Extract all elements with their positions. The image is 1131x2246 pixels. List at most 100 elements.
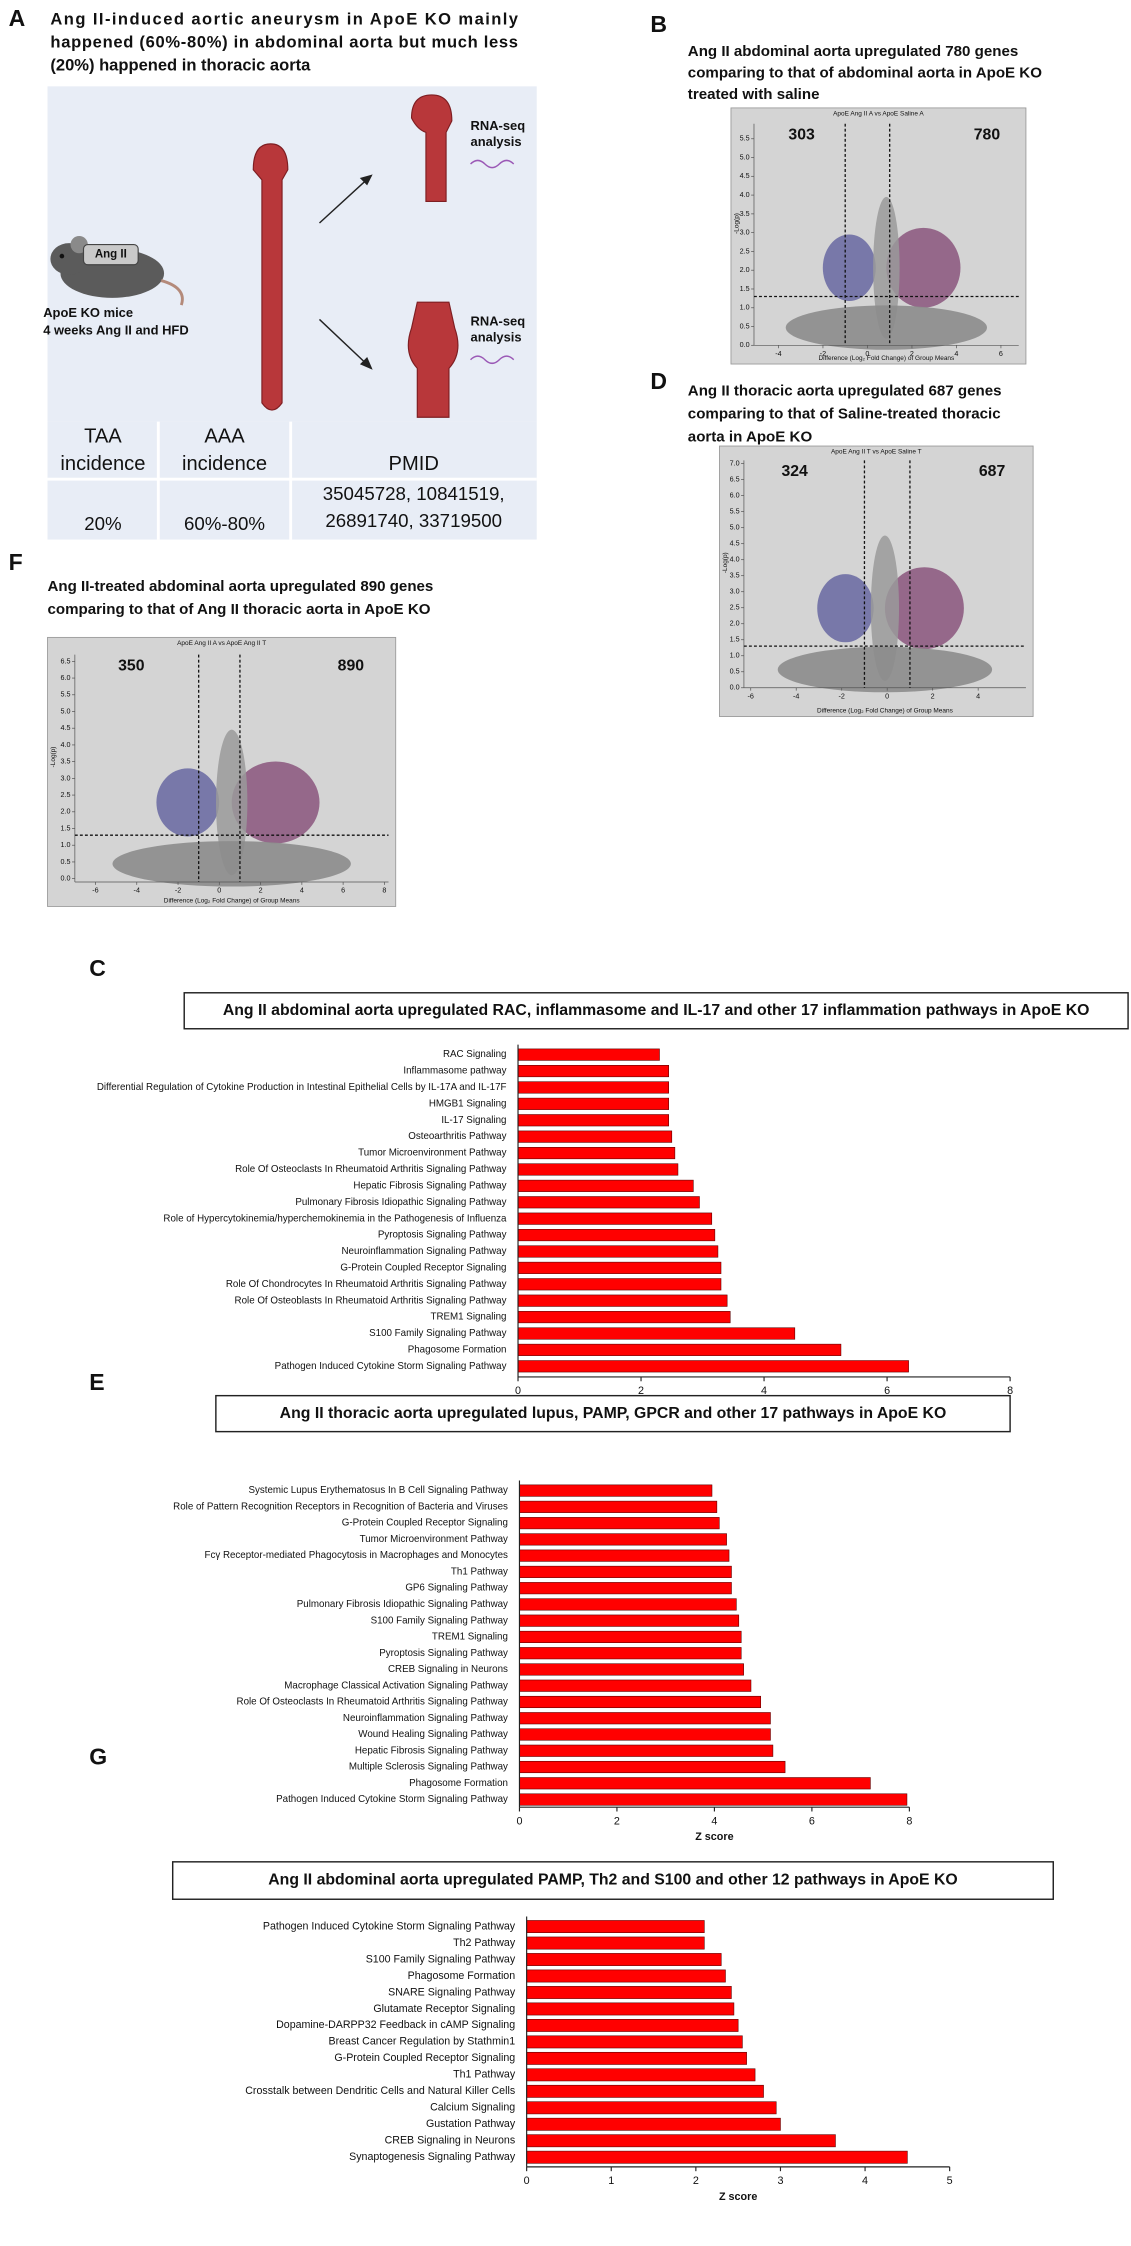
x-tick-label: 4: [761, 1385, 767, 1397]
bar: [517, 1065, 670, 1078]
bar: [517, 1343, 842, 1356]
category-label: Synaptogenesis Signaling Pathway: [349, 2151, 516, 2163]
bar: [519, 1663, 744, 1676]
bar: [526, 2068, 756, 2082]
panel-title: comparing to that of Saline-treated thor…: [688, 405, 1001, 422]
panel-title: Ang II thoracic aorta upregulated 687 ge…: [688, 382, 1002, 399]
chart-title: Ang II abdominal aorta upregulated RAC, …: [223, 1002, 1090, 1019]
category-label: RAC Signaling: [443, 1049, 507, 1060]
panel-letter: D: [650, 368, 667, 394]
x-tick-label: 2: [910, 349, 914, 358]
bar: [519, 1582, 732, 1595]
category-label: Osteoarthritis Pathway: [408, 1131, 506, 1142]
bar: [517, 1179, 694, 1192]
table-cell: 60%-80%: [184, 513, 265, 534]
y-tick-label: 3.0: [730, 587, 740, 596]
x-tick-label: -6: [92, 886, 98, 895]
point-cloud: [231, 761, 320, 844]
category-label: Role Of Osteoclasts In Rheumatoid Arthri…: [235, 1164, 507, 1175]
mouse-tag: Ang II: [95, 249, 127, 261]
bar: [526, 1969, 726, 1983]
y-tick-label: 3.5: [61, 757, 71, 766]
x-axis-label: Difference (Log₂ Fold Change) of Group M…: [164, 897, 300, 904]
x-tick-label: 6: [809, 1815, 815, 1827]
rna-label: analysis: [471, 330, 522, 345]
bar: [519, 1744, 774, 1757]
point-cloud: [822, 234, 876, 302]
panel-title: Ang II abdominal aorta upregulated 780 g…: [688, 43, 1018, 60]
bar: [519, 1565, 732, 1578]
bar: [526, 1953, 722, 1966]
y-tick-label: 5.0: [730, 523, 740, 532]
y-tick-label: 1.5: [740, 284, 750, 293]
table-cell: 26891740, 33719500: [325, 510, 502, 531]
table-header: TAA: [84, 426, 122, 448]
y-tick-label: 6.5: [730, 475, 740, 484]
bar: [526, 2019, 739, 2032]
bar: [517, 1163, 679, 1176]
y-tick-label: 5.5: [740, 134, 750, 143]
category-label: Pyroptosis Signaling Pathway: [378, 1230, 507, 1241]
x-tick-label: 1: [608, 2175, 614, 2187]
bar: [526, 1986, 732, 1999]
bar: [526, 2002, 735, 2016]
mouse-caption: ApoE KO mice: [43, 305, 133, 320]
y-axis-label: -Log(p): [722, 552, 729, 573]
panel-title: comparing to that of abdominal aorta in …: [688, 64, 1042, 81]
y-tick-label: 0.0: [730, 683, 740, 692]
point-cloud: [777, 646, 993, 693]
wave: [470, 159, 515, 169]
plot-title: ApoE Ang II A vs ApoE Saline A: [833, 110, 924, 117]
bar: [519, 1647, 742, 1660]
x-tick-label: 0: [516, 1815, 522, 1827]
count-label: 324: [781, 463, 808, 480]
y-tick-label: 1.5: [730, 635, 740, 644]
y-tick-label: 4.0: [740, 190, 750, 199]
bar: [519, 1484, 713, 1497]
category-label: Role of Pattern Recognition Receptors in…: [173, 1501, 508, 1512]
category-label: S100 Family Signaling Pathway: [371, 1615, 508, 1626]
category-label: Systemic Lupus Erythematosus In B Cell S…: [248, 1485, 508, 1496]
y-axis-label: -Log(p): [733, 213, 740, 234]
y-tick-label: 4.5: [730, 539, 740, 548]
bar: [526, 2134, 836, 2148]
panel-title: Ang II-induced aortic aneurysm in ApoE K…: [50, 10, 518, 29]
x-tick-label: 4: [711, 1815, 717, 1827]
x-tick-label: 6: [999, 349, 1003, 358]
bar: [517, 1081, 670, 1094]
x-tick-label: 0: [515, 1385, 521, 1397]
bar: [519, 1760, 786, 1774]
title-box: [215, 1394, 1011, 1433]
panel-letter: E: [89, 1369, 104, 1395]
bar: [517, 1311, 731, 1324]
bar: [526, 2117, 781, 2131]
y-tick-label: 7.0: [730, 459, 740, 468]
point-cloud: [873, 196, 900, 339]
x-tick-label: -2: [820, 349, 826, 358]
category-label: Gustation Pathway: [426, 2118, 516, 2130]
bar: [519, 1517, 720, 1530]
category-label: Multiple Sclerosis Signaling Pathway: [349, 1762, 508, 1773]
table-header: incidence: [182, 453, 267, 475]
x-tick-label: 4: [862, 2175, 868, 2187]
category-label: Hepatic Fibrosis Signaling Pathway: [353, 1180, 506, 1191]
x-tick-label: -4: [775, 349, 781, 358]
x-tick-label: -2: [175, 886, 181, 895]
panel-title: (20%) happened in thoracic aorta: [50, 56, 311, 75]
category-label: Dopamine-DARPP32 Feedback in cAMP Signal…: [276, 2019, 515, 2031]
bar: [517, 1196, 700, 1209]
bar: [517, 1294, 728, 1307]
category-label: Pathogen Induced Cytokine Storm Signalin…: [263, 1920, 516, 1932]
panel-letter: G: [89, 1743, 107, 1769]
category-label: CREB Signaling in Neurons: [385, 2135, 516, 2147]
panel-letter: C: [89, 955, 106, 981]
x-tick-label: 2: [638, 1385, 644, 1397]
x-tick-label: 6: [884, 1385, 890, 1397]
category-label: Role Of Osteoblasts In Rheumatoid Arthri…: [235, 1295, 507, 1306]
y-axis-label: -Log(p): [50, 747, 57, 768]
y-tick-label: 1.5: [61, 823, 71, 832]
category-label: Crosstalk between Dendritic Cells and Na…: [245, 2085, 515, 2097]
bar: [517, 1278, 722, 1291]
y-tick-label: 5.0: [740, 152, 750, 161]
count-label: 687: [979, 463, 1006, 480]
